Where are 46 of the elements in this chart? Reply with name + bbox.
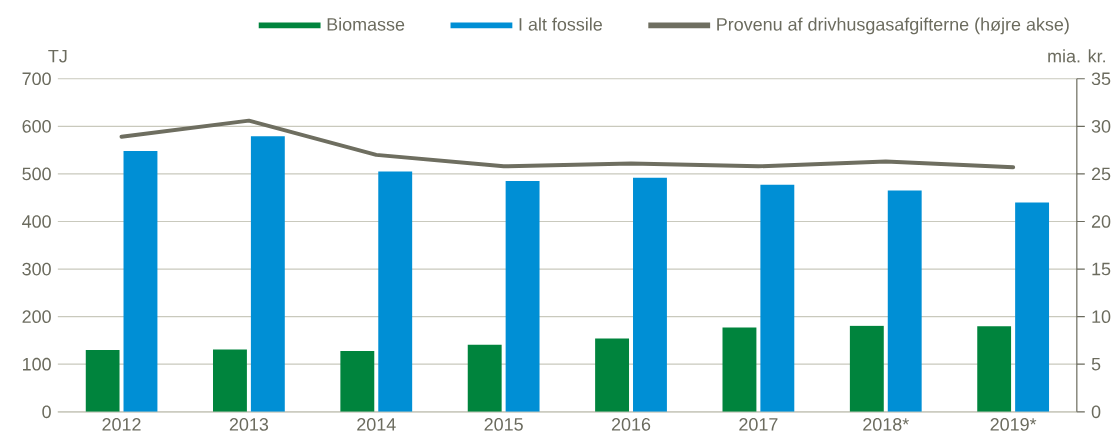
y-tick-label: 400 <box>22 215 51 228</box>
bar <box>887 190 922 412</box>
bar <box>123 151 158 412</box>
y2-tick-label: 30 <box>1091 120 1111 133</box>
y2-axis-title: mia. kr. <box>1048 49 1105 63</box>
legend-label: Biomasse <box>327 17 405 31</box>
y2-tick-label: 20 <box>1091 215 1111 228</box>
bar <box>378 171 413 412</box>
x-tick-label: 2014 <box>357 418 396 431</box>
y-tick-label: 200 <box>22 310 51 324</box>
y2-tick-label: 25 <box>1091 167 1111 181</box>
bar <box>1015 202 1050 412</box>
bar <box>250 136 285 412</box>
bar <box>467 344 502 412</box>
y-tick-label: 700 <box>22 72 51 86</box>
y-tick-label: 500 <box>22 167 51 181</box>
y2-tick-label: 0 <box>1091 405 1101 419</box>
legend-label: Provenu af drivhusgasafgifterne (højre akse) <box>717 17 1069 35</box>
y-tick-label: 100 <box>23 358 51 371</box>
bar <box>595 338 630 412</box>
y-tick-label: 0 <box>42 405 51 419</box>
y-axis-title: TJ <box>48 50 67 63</box>
y-tick-label: 600 <box>22 120 51 133</box>
bar <box>340 351 375 412</box>
y2-tick-label: 5 <box>1091 358 1101 371</box>
line-series <box>119 118 1016 170</box>
y2-tick-label: 15 <box>1092 262 1111 276</box>
x-tick-label: 2018* <box>863 418 909 431</box>
x-tick-label: 2016 <box>611 418 651 431</box>
x-tick-label: 2012 <box>102 418 141 431</box>
x-tick-label: 2017 <box>739 418 778 431</box>
x-tick-label: 2019* <box>990 418 1037 431</box>
bar <box>85 350 120 412</box>
bar <box>505 181 540 412</box>
y-tick-label: 300 <box>22 262 51 276</box>
bar <box>213 349 247 412</box>
x-tick-label: 2013 <box>229 418 269 431</box>
x-tick-label: 2015 <box>484 418 523 431</box>
bar <box>760 185 795 412</box>
y2-tick-label: 10 <box>1092 310 1111 324</box>
legend-label: I alt fossile <box>519 17 602 31</box>
bar <box>977 326 1012 412</box>
bar <box>849 325 884 412</box>
bar <box>633 177 667 412</box>
y2-tick-label: 35 <box>1091 72 1111 86</box>
bar <box>722 327 757 412</box>
